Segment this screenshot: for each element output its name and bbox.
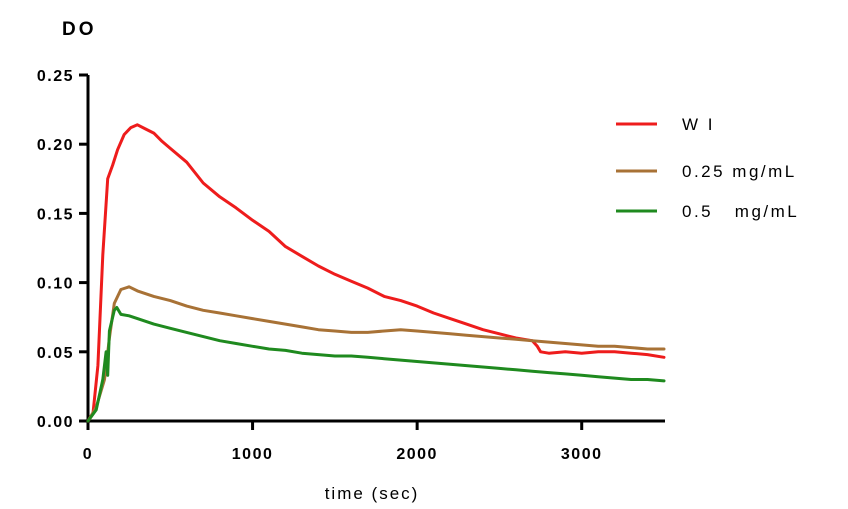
legend-label: 0.5 mg/mL xyxy=(682,202,799,221)
y-tick-label: 0.20 xyxy=(37,137,74,154)
y-tick-label: 0.15 xyxy=(37,206,74,223)
series-line-3 xyxy=(86,306,666,423)
y-tick-label: 0.25 xyxy=(37,68,74,85)
series-line-1 xyxy=(86,123,666,423)
y-tick-label: 0.00 xyxy=(37,414,74,431)
x-tick-label: 0 xyxy=(83,446,93,463)
x-axis-label: time (sec) xyxy=(325,484,420,503)
series-line-2 xyxy=(86,285,666,423)
x-tick-label: 1000 xyxy=(232,446,274,463)
x-tick-label: 2000 xyxy=(396,446,438,463)
axes: 0.00 0.05 0.10 0.15 0.20 0.25 0 1000 2000 3000 xyxy=(37,68,665,463)
y-tick-label: 0.10 xyxy=(37,276,74,293)
legend-label: W I xyxy=(682,115,715,134)
y-axis-label: DO xyxy=(62,19,97,40)
series-layer xyxy=(86,123,666,423)
y-tick-label: 0.05 xyxy=(37,345,74,362)
legend: W I 0.25 mg/mL 0.5 mg/mL xyxy=(616,115,799,221)
legend-label: 0.25 mg/mL xyxy=(682,162,797,181)
x-tick-label: 3000 xyxy=(561,446,603,463)
